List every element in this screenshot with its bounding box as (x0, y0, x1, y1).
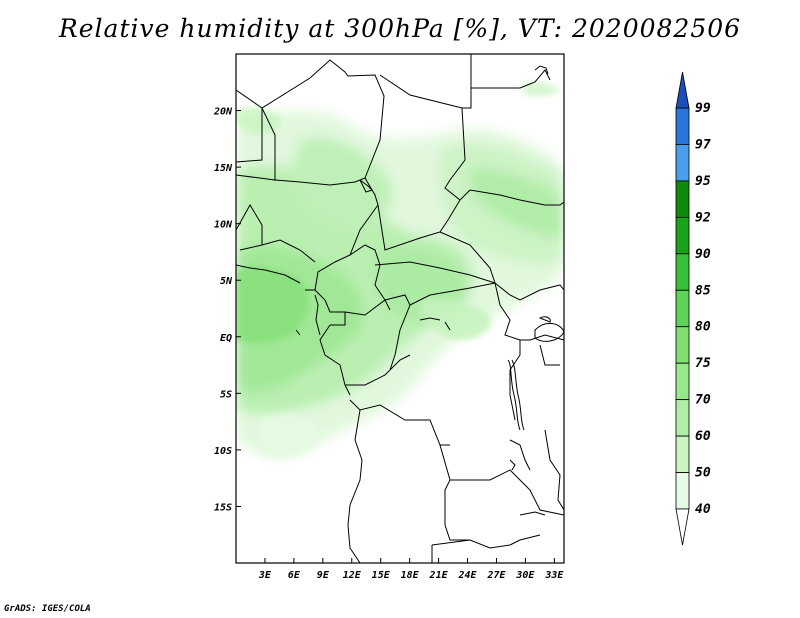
longitude-axis: 3E 6E 9E 12E 15E 18E 21E 24E 27E 30E 33E (258, 558, 564, 581)
colorbar-label: 95 (695, 174, 711, 189)
colorbar-label: 90 (695, 247, 711, 262)
lon-tick-label: 6E (288, 570, 301, 581)
colorbar-box (675, 144, 690, 182)
footer-credit: GrADS: IGES/COLA (4, 604, 91, 614)
colorbar-box (675, 253, 690, 291)
lat-tick-label: 15S (214, 502, 232, 513)
lon-tick-label: 9E (317, 570, 330, 581)
colorbar-label: 85 (695, 283, 711, 298)
lon-tick-label: 33E (544, 570, 564, 581)
colorbar-box (675, 180, 690, 218)
lat-tick-label: 15N (214, 163, 233, 174)
colorbar-box (675, 399, 690, 437)
lat-tick-label: 20N (213, 107, 233, 118)
colorbar-label: 60 (695, 429, 711, 444)
lon-tick-label: 18E (401, 570, 420, 581)
colorbar-bottom-arrow (675, 508, 690, 546)
lat-tick-label: 10S (214, 446, 232, 457)
country-borders (236, 54, 564, 563)
colorbar-box (675, 216, 690, 255)
page-title: Relative humidity at 300hPa [%], VT: 202… (58, 14, 742, 43)
colorbar-label: 70 (695, 393, 711, 408)
lon-tick-label: 24E (457, 570, 477, 581)
lon-tick-label: 30E (515, 570, 535, 581)
lon-tick-label: 15E (372, 570, 391, 581)
latitude-axis: 20N 15N 10N 5N EQ 5S 10S 15S (213, 107, 241, 513)
colorbar-label: 50 (695, 466, 711, 481)
colorbar-box (675, 435, 690, 473)
colorbar-top-arrow (675, 71, 690, 109)
lon-tick-label: 3E (258, 570, 272, 581)
colorbar-label: 75 (695, 356, 711, 371)
colorbar-label: 92 (695, 210, 711, 225)
colorbar-box (675, 326, 690, 364)
lon-tick-label: 21E (429, 570, 449, 581)
colorbar-box (675, 362, 690, 401)
colorbar-box (675, 472, 690, 510)
lat-tick-label: 10N (214, 220, 233, 231)
lat-tick-label: 5S (220, 389, 232, 400)
lon-tick-label: 27E (486, 570, 506, 581)
colorbar-label: 97 (695, 137, 711, 152)
colorbar-label: 80 (695, 320, 711, 335)
colorbar-label: 99 (695, 101, 711, 116)
colorbar: 99 97 95 92 90 85 80 75 70 60 50 40 (675, 71, 711, 546)
humidity-field (236, 54, 564, 563)
map-frame (235, 53, 565, 564)
lat-tick-label: 5N (220, 276, 233, 287)
lon-tick-label: 12E (343, 570, 362, 581)
colorbar-box (675, 289, 690, 328)
lat-tick-label: EQ (220, 333, 232, 344)
colorbar-label: 40 (695, 502, 711, 517)
colorbar-box (675, 107, 690, 145)
